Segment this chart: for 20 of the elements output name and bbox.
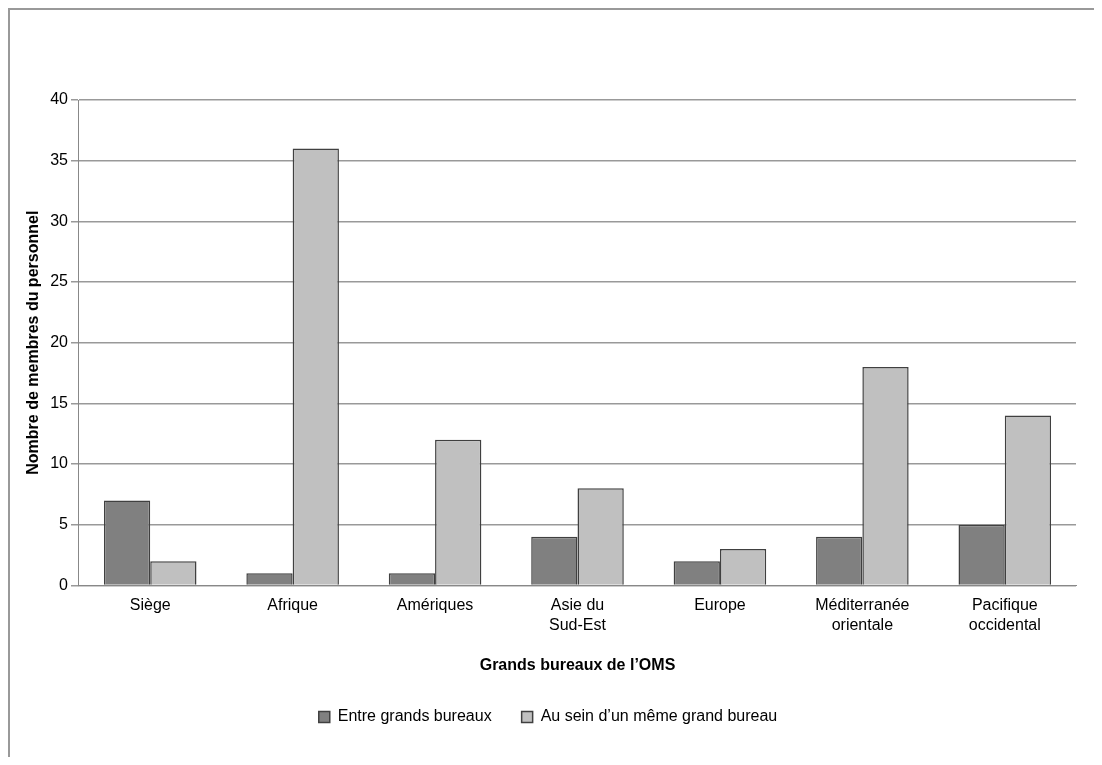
x-tick-label: Asie du Sud-Est [549, 596, 607, 633]
x-tick-label: Afrique [267, 596, 319, 614]
y-tick-label: 30 [50, 211, 69, 229]
legend-label: Entre grands bureaux [337, 707, 492, 725]
y-tick-label: 10 [50, 454, 69, 472]
y-axis-title: Nombre de membres du personnel [24, 210, 42, 475]
legend-label: Au sein d’un même grand bureau [540, 707, 778, 725]
x-tick-label: Europe [694, 596, 746, 614]
x-axis-title: Grands bureaux de l’OMS [479, 655, 676, 673]
y-tick-label: 25 [50, 272, 69, 290]
y-tick-label: 35 [50, 151, 69, 169]
x-tick-label: Méditerranée orientale [815, 596, 910, 633]
y-tick-label: 20 [50, 333, 69, 351]
x-tick-label: Amériques [396, 596, 474, 614]
y-tick-label: 0 [59, 575, 69, 593]
y-tick-label: 5 [59, 515, 69, 533]
y-tick-label: 40 [50, 90, 69, 108]
x-tick-label: Siège [129, 596, 171, 614]
x-tick-label: Pacifique occidental [968, 596, 1041, 633]
y-tick-label: 15 [50, 393, 69, 411]
